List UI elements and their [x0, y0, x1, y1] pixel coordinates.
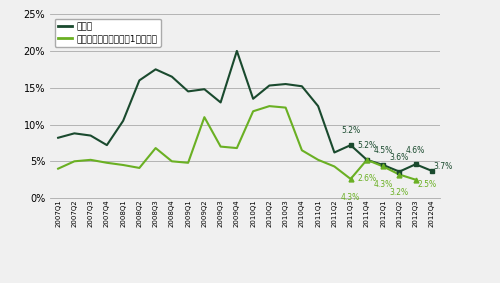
- Text: 3.6%: 3.6%: [390, 153, 409, 162]
- Text: 2.6%: 2.6%: [358, 174, 376, 183]
- Text: 3.2%: 3.2%: [390, 188, 409, 198]
- Legend: 空室率, 既存物件空室率（竹工1年以上）: 空室率, 既存物件空室率（竹工1年以上）: [54, 19, 161, 47]
- Text: 4.3%: 4.3%: [341, 193, 360, 202]
- Text: 3.7%: 3.7%: [434, 162, 452, 171]
- Text: 5.2%: 5.2%: [341, 127, 360, 135]
- Text: 4.3%: 4.3%: [374, 180, 393, 189]
- Text: 2.5%: 2.5%: [417, 180, 436, 189]
- Text: 4.5%: 4.5%: [374, 146, 393, 155]
- Text: 5.2%: 5.2%: [358, 141, 376, 150]
- Text: 4.6%: 4.6%: [406, 145, 425, 155]
